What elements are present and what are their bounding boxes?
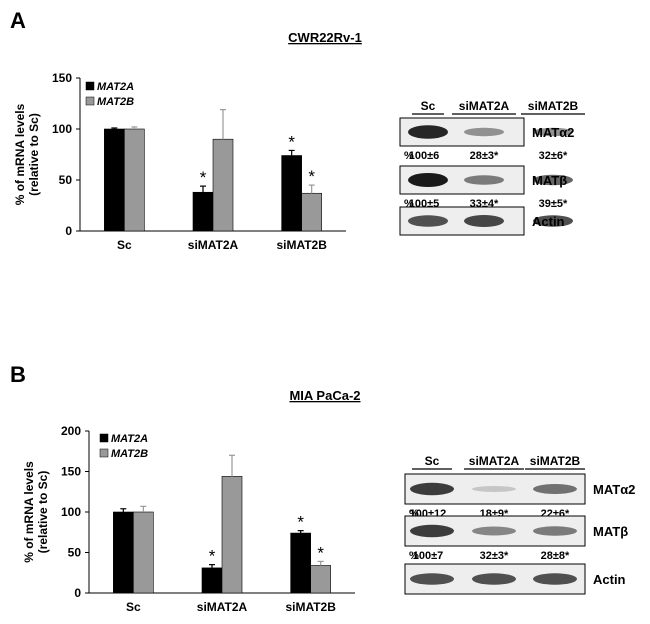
panel-a-figure: A CWR22Rv-1 0 50 100 150 % of mRNA levels (re… [10,8,585,252]
panel-title: CWR22Rv-1 [288,30,362,45]
panel-letter: B [10,362,26,387]
quant-prefix: % [404,150,414,162]
y-tick-label: 100 [61,505,81,519]
legend-swatch [85,81,95,91]
blot-band [533,573,577,585]
blot-band [410,524,454,538]
lane-label: siMAT2B [528,99,579,113]
bar [113,511,134,594]
significance-star: * [317,543,324,562]
panel-letter: A [10,8,26,33]
bar [133,511,154,594]
blot-band [533,174,573,186]
blot-band [408,125,448,139]
panel-b-figure: B MIA PaCa-2 0 50 100 150 200 % of mRNA level… [10,362,635,614]
quant-value: 39±5* [539,198,568,210]
blot-band [533,526,577,536]
blot-band [464,175,504,185]
lane-label: siMAT2B [530,454,581,468]
legend-label: MAT2B [97,96,134,108]
lane-label: Sc [421,99,436,113]
quant-prefix: % [404,198,414,210]
y-tick-label: 150 [61,465,81,479]
blot-band [533,484,577,494]
quant-prefix: % [409,508,419,520]
y-tick-label: 150 [52,71,72,85]
y-axis-label: % of mRNA levels [22,461,36,563]
blot-band [472,573,516,585]
bar [281,155,302,232]
legend-label: MAT2A [111,433,148,445]
lane-label: siMAT2A [459,99,510,113]
bar [221,476,243,594]
y-tick-label: 0 [74,586,81,600]
blot-band [533,127,573,137]
y-axis-label: (relative to Sc) [36,471,50,554]
x-tick-label: siMAT2B [285,600,336,614]
bar [201,567,223,594]
blot-band [464,127,504,137]
bar [310,565,331,594]
bar [301,192,322,232]
y-tick-label: 0 [65,224,72,238]
blot-row-label: MATα2 [532,125,574,140]
quant-value: 28±3* [470,150,499,162]
legend-label: MAT2B [111,448,148,460]
blot-band [533,215,573,227]
y-axis-label: (relative to Sc) [27,113,41,196]
x-tick-label: Sc [117,238,132,252]
quant-value: 100±6 [409,150,440,162]
significance-star: * [288,132,295,151]
y-tick-label: 100 [52,122,72,136]
blot-row-label: MATβ [593,524,628,539]
blot-row-label: Actin [593,572,626,587]
lane-label: Sc [425,454,440,468]
legend-swatch [99,448,109,458]
blot-band [410,482,454,496]
significance-star: * [297,513,304,532]
legend-swatch [99,433,109,443]
bar [212,138,234,232]
y-axis-label: % of mRNA levels [13,103,27,205]
significance-star: * [308,167,315,186]
x-tick-label: siMAT2B [276,238,327,252]
x-tick-label: siMAT2A [197,600,248,614]
x-tick-label: siMAT2A [188,238,239,252]
bar [104,128,125,232]
blot-row-label: Actin [532,214,565,229]
bar [192,191,214,232]
blot-row-label: MATβ [532,173,567,188]
quant-value: 100±7 [413,550,444,562]
significance-star: * [209,547,216,566]
y-tick-label: 50 [68,546,82,560]
y-tick-label: 200 [61,424,81,438]
x-tick-label: Sc [126,600,141,614]
quant-prefix: % [409,550,419,562]
quant-value: 32±6* [539,150,568,162]
lane-label: siMAT2A [469,454,520,468]
quant-value: 32±3* [480,550,509,562]
blot-band [410,573,454,585]
quant-value: 28±8* [541,550,570,562]
blot-band [472,526,516,536]
blot-band [408,215,448,227]
y-tick-label: 50 [59,173,73,187]
legend-label: MAT2A [97,81,134,93]
blot-band [464,215,504,227]
panel-title: MIA PaCa-2 [289,388,360,403]
blot-band [472,486,516,492]
bar [290,532,311,594]
legend-swatch [85,96,95,106]
blot-band [408,173,448,187]
blot-row-label: MATα2 [593,482,635,497]
bar [124,128,145,232]
significance-star: * [200,168,207,187]
